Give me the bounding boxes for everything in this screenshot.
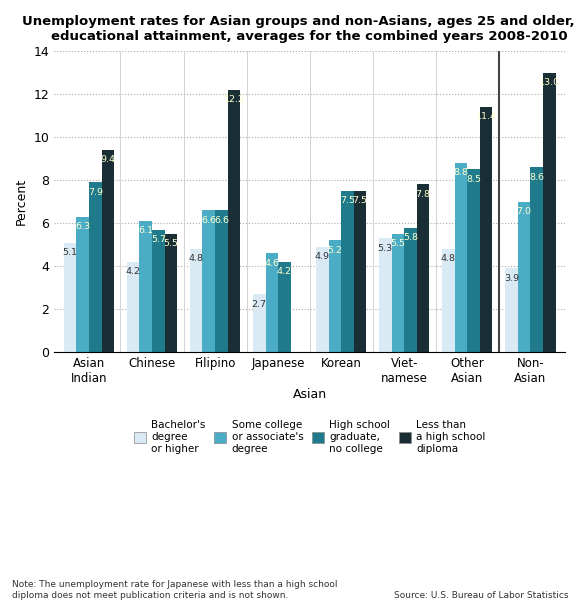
Text: 7.9: 7.9: [88, 188, 103, 197]
Bar: [253, 294, 266, 352]
Legend: Bachelor's
degree
or higher, Some college
or associate's
degree, High school
gra: Bachelor's degree or higher, Some colleg…: [129, 416, 490, 458]
Text: 12.2: 12.2: [223, 95, 245, 104]
Title: Unemployment rates for Asian groups and non-Asians, ages 25 and older, by
educat: Unemployment rates for Asian groups and …: [22, 15, 580, 43]
Text: 2.7: 2.7: [252, 300, 267, 309]
Bar: [543, 72, 556, 352]
Text: 5.5: 5.5: [390, 239, 405, 248]
Text: 5.2: 5.2: [327, 246, 342, 255]
Text: 3.9: 3.9: [504, 274, 519, 283]
Text: 7.0: 7.0: [517, 207, 531, 216]
Text: 7.5: 7.5: [353, 196, 368, 205]
Bar: [417, 185, 429, 352]
Bar: [505, 269, 518, 352]
Text: Source: U.S. Bureau of Labor Statistics: Source: U.S. Bureau of Labor Statistics: [394, 591, 568, 600]
Bar: [328, 241, 341, 352]
Y-axis label: Percent: Percent: [15, 178, 28, 225]
Text: 6.3: 6.3: [75, 222, 90, 231]
Bar: [278, 262, 291, 352]
Bar: [379, 238, 392, 352]
Text: 4.2: 4.2: [277, 267, 292, 276]
X-axis label: Asian: Asian: [292, 388, 327, 401]
Text: 6.6: 6.6: [214, 216, 229, 225]
Text: 7.5: 7.5: [340, 196, 355, 205]
Bar: [266, 253, 278, 352]
Bar: [215, 210, 228, 352]
Bar: [442, 249, 455, 352]
Bar: [190, 249, 202, 352]
Bar: [467, 169, 480, 352]
Text: 8.6: 8.6: [529, 173, 544, 181]
Text: 8.8: 8.8: [454, 168, 469, 177]
Text: 4.2: 4.2: [126, 267, 140, 276]
Bar: [152, 230, 165, 352]
Text: 7.8: 7.8: [416, 190, 430, 199]
Bar: [404, 228, 417, 352]
Text: 6.6: 6.6: [201, 216, 216, 225]
Text: 9.4: 9.4: [100, 155, 115, 164]
Bar: [316, 247, 328, 352]
Bar: [480, 107, 492, 352]
Text: 5.5: 5.5: [164, 239, 179, 248]
Bar: [64, 242, 77, 352]
Text: 6.1: 6.1: [138, 227, 153, 236]
Text: 4.6: 4.6: [264, 259, 280, 268]
Bar: [165, 234, 177, 352]
Text: 4.9: 4.9: [315, 252, 330, 261]
Bar: [530, 167, 543, 352]
Bar: [139, 221, 152, 352]
Bar: [392, 234, 404, 352]
Bar: [518, 202, 530, 352]
Bar: [89, 182, 101, 352]
Text: 5.8: 5.8: [403, 233, 418, 242]
Bar: [77, 217, 89, 352]
Text: 5.3: 5.3: [378, 244, 393, 253]
Text: 5.1: 5.1: [63, 248, 78, 257]
Bar: [102, 150, 114, 352]
Text: 5.7: 5.7: [151, 235, 166, 244]
Bar: [455, 163, 467, 352]
Text: 13.0: 13.0: [539, 78, 560, 87]
Text: 11.4: 11.4: [476, 113, 496, 121]
Text: 4.8: 4.8: [441, 255, 456, 264]
Bar: [127, 262, 139, 352]
Bar: [354, 191, 367, 352]
Bar: [341, 191, 354, 352]
Bar: [228, 90, 240, 352]
Bar: [202, 210, 215, 352]
Text: 4.8: 4.8: [188, 255, 204, 264]
Text: 8.5: 8.5: [466, 175, 481, 184]
Text: Note: The unemployment rate for Japanese with less than a high school
diploma do: Note: The unemployment rate for Japanese…: [12, 580, 337, 600]
